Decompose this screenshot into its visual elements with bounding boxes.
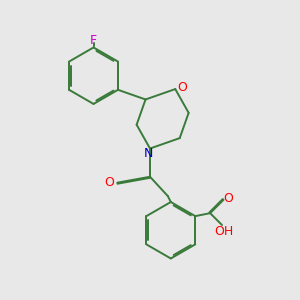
Text: O: O [177, 81, 187, 94]
Text: O: O [104, 176, 114, 189]
Text: N: N [144, 147, 153, 161]
Text: O: O [223, 192, 233, 205]
Text: OH: OH [214, 225, 233, 238]
Text: F: F [90, 34, 97, 47]
